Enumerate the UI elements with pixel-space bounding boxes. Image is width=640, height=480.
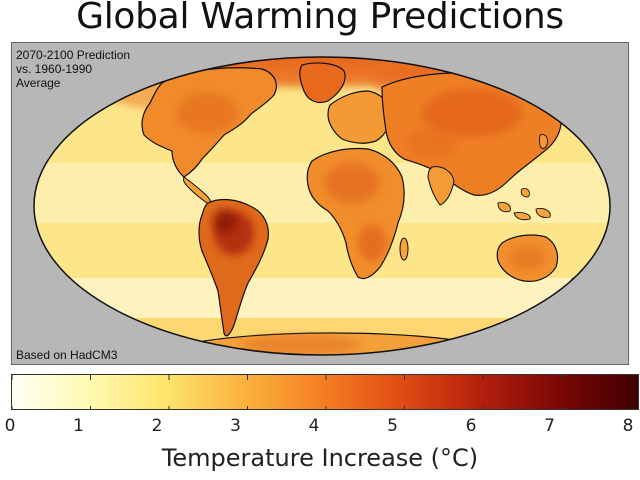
colorbar-tick-label: 2: [151, 416, 163, 436]
prediction-period-line-2: vs. 1960-1990: [16, 62, 93, 76]
colorbar-tick-label: 4: [308, 416, 320, 436]
colorbar-tick-label: 6: [465, 416, 477, 436]
map-panel: 2070-2100 Prediction vs. 1960-1990 Avera…: [11, 42, 629, 365]
world-temperature-map: [33, 56, 611, 356]
greenland-landmass: [299, 62, 346, 104]
colorbar-tick-label: 8: [622, 416, 634, 436]
colorbar-tick-label: 5: [387, 416, 398, 436]
europe-landmass: [327, 90, 391, 144]
colorbar-axis-label: Temperature Increase (°C): [161, 444, 479, 472]
map-title: Global Warming Predictions: [76, 0, 564, 37]
colorbar-tick-label: 1: [73, 416, 84, 436]
prediction-period-line-3: Average: [16, 76, 61, 90]
colorbar-tick-label: 7: [544, 416, 555, 436]
map-outline: [33, 56, 611, 356]
colorbar-tick-label: 0: [4, 416, 16, 436]
model-source-note: Based on HadCM3: [16, 348, 118, 362]
japan-landmass: [539, 134, 549, 149]
india-landmass: [427, 166, 455, 206]
colorbar-gradient: [12, 375, 638, 409]
prediction-period-line-1: 2070-2100 Prediction: [16, 48, 131, 62]
temperature-colorbar: [11, 374, 639, 410]
colorbar-tick-label: 3: [230, 416, 241, 436]
prediction-period-note: 2070-2100 Prediction vs. 1960-1990 Avera…: [16, 48, 130, 90]
madagascar-landmass: [399, 237, 409, 261]
